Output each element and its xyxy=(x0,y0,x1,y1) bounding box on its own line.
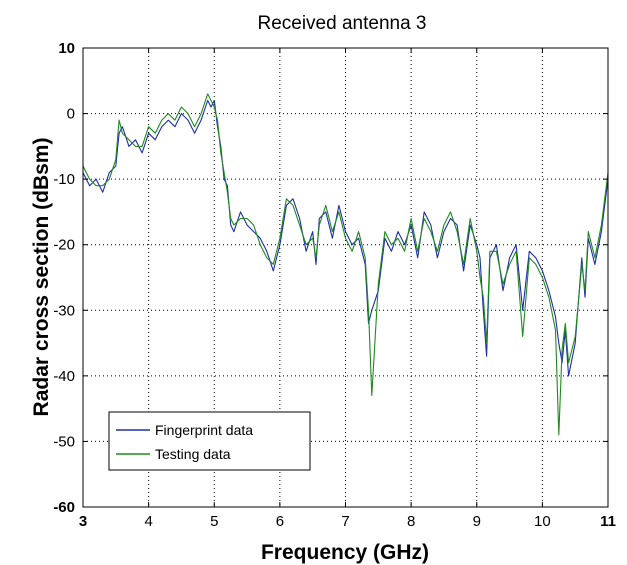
x-tick-label: 8 xyxy=(407,513,415,530)
y-tick-label: -40 xyxy=(53,368,75,385)
y-tick-label: 0 xyxy=(67,106,75,123)
series-group xyxy=(82,93,609,436)
legend-label-fingerprint: Fingerprint data xyxy=(155,422,253,438)
x-tick-label: 7 xyxy=(341,513,349,530)
grid xyxy=(83,48,608,507)
y-tick-label: -10 xyxy=(53,171,75,188)
series-line-fingerprint-data xyxy=(82,99,609,377)
x-axis-label: Frequency (GHz) xyxy=(261,541,429,564)
y-axis-label: Radar cross section (dBsm) xyxy=(30,138,53,417)
x-tick-label: 6 xyxy=(276,513,284,530)
x-tick-label: 3 xyxy=(79,513,87,530)
y-tick-label: -60 xyxy=(53,499,75,516)
y-tick-label: -30 xyxy=(53,302,75,319)
y-tick-label: -50 xyxy=(53,433,75,450)
legend-label-testing: Testing data xyxy=(155,446,231,462)
x-tick-label: 11 xyxy=(600,513,616,530)
y-axis: 10 0 -10 -20 -30 -40 -50 -60 xyxy=(53,40,608,516)
chart-title: Received antenna 3 xyxy=(257,13,426,34)
legend-box xyxy=(108,411,311,471)
x-tick-label: 9 xyxy=(473,513,481,530)
x-tick-label: 5 xyxy=(210,513,218,530)
y-tick-label: 10 xyxy=(58,40,75,57)
x-axis: 3 4 5 6 7 8 9 10 11 xyxy=(79,48,616,530)
x-tick-label: 4 xyxy=(144,513,152,530)
x-tick-label: 10 xyxy=(534,513,551,530)
y-tick-label: -20 xyxy=(53,237,75,254)
series-line-testing-data xyxy=(82,93,609,436)
legend: Fingerprint data Testing data xyxy=(108,411,311,471)
